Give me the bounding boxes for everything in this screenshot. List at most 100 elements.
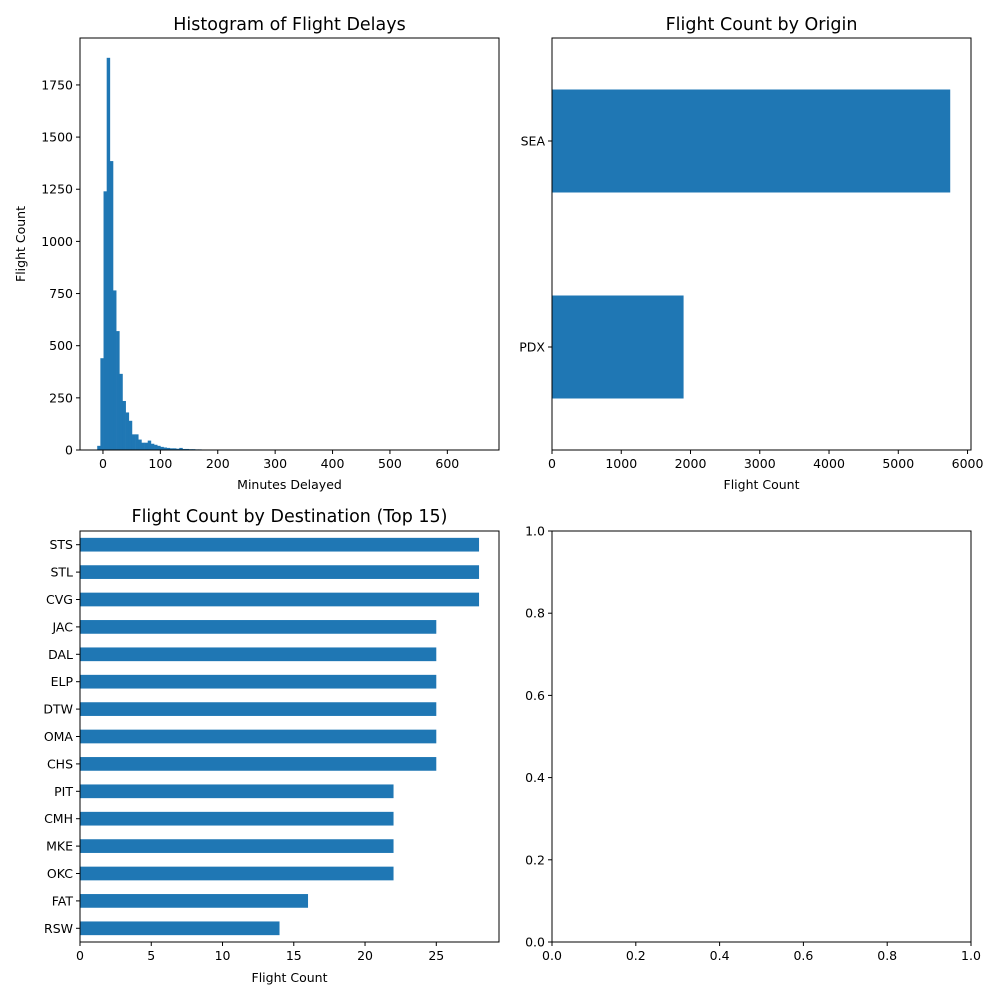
x-tick-label: 10 [215, 948, 231, 963]
y-tick-label-pit: PIT [54, 784, 73, 799]
destination-x-ticks: 0 5 10 15 20 25 [76, 942, 444, 963]
histogram-bar [106, 57, 111, 451]
histogram-x-ticks: 0 100 200 300 400 500 600 [99, 450, 459, 471]
x-tick-label: 400 [321, 456, 345, 471]
origin-x-ticks: 0 1000 2000 3000 4000 5000 6000 [548, 450, 983, 471]
x-tick-label: 0 [99, 456, 107, 471]
origin-panel: 0 1000 2000 3000 4000 5000 6000 SEA PDX Flight … [519, 15, 983, 492]
y-tick-label: 1.0 [525, 524, 545, 539]
y-tick-label: 0.8 [525, 606, 545, 621]
y-tick-label: 1250 [41, 182, 73, 197]
y-tick-label: 1000 [41, 234, 73, 249]
bar-pdx [552, 295, 684, 399]
x-tick-label: 0.6 [793, 948, 813, 963]
histogram-bar [157, 445, 161, 450]
histogram-bar [122, 400, 126, 450]
bar-sts [80, 537, 480, 552]
histogram-bar [147, 440, 152, 450]
bar-rsw [80, 921, 280, 936]
histogram-bar [128, 420, 133, 450]
y-tick-label-jac: JAC [51, 619, 73, 634]
y-tick-label: 0 [65, 443, 73, 458]
x-tick-label: 1000 [605, 456, 637, 471]
bar-elp [80, 674, 437, 689]
histogram-title: Histogram of Flight Delays [173, 15, 406, 35]
x-tick-label: 0 [76, 948, 84, 963]
x-tick-label: 500 [378, 456, 402, 471]
x-tick-label: 100 [148, 456, 172, 471]
destination-axes-frame [79, 530, 500, 943]
y-tick-label-fat: FAT [52, 893, 74, 908]
y-tick-label-oma: OMA [44, 729, 74, 744]
x-tick-label: 0.0 [542, 948, 562, 963]
destination-y-ticks: STS STL CVG JAC DAL ELP DTW OMA CHS PIT CMH MKE OKC F… [43, 537, 80, 936]
y-tick-label-pdx: PDX [519, 340, 545, 355]
histogram-bar [182, 448, 186, 450]
bar-cmh [80, 811, 394, 826]
histogram-bar [154, 444, 158, 450]
bar-dal [80, 647, 437, 662]
bar-pit [80, 784, 394, 799]
bar-oma [80, 729, 437, 744]
bar-chs [80, 757, 437, 771]
x-tick-label: 1.0 [961, 948, 981, 963]
y-tick-label-cmh: CMH [44, 811, 73, 826]
y-tick-label-stl: STL [50, 565, 73, 580]
empty-axes-frame [551, 530, 972, 943]
x-tick-label: 0.4 [710, 948, 730, 963]
bar-cvg [80, 592, 480, 607]
histogram-bar [169, 448, 174, 450]
empty-panel: 0.0 0.2 0.4 0.6 0.8 1.0 0.0 0.2 0.4 0.6 0.8 1.0 [525, 524, 981, 964]
y-tick-label: 750 [49, 286, 73, 301]
histogram-bar [103, 191, 107, 450]
x-tick-label: 20 [357, 948, 373, 963]
y-tick-label-sea: SEA [521, 134, 546, 149]
destination-panel: 0 5 10 15 20 25 STS STL CVG JAC DAL ELP DTW OMA CHS PI… [43, 507, 500, 985]
bar-mke [80, 839, 394, 853]
bar-sea [552, 89, 951, 193]
histogram-bar [119, 373, 123, 450]
bar-okc [80, 866, 394, 881]
histogram-bar [131, 434, 136, 450]
histogram-bar [100, 358, 104, 450]
y-tick-label-okc: OKC [47, 866, 73, 881]
y-tick-label-dal: DAL [48, 647, 73, 662]
bar-fat [80, 894, 309, 908]
origin-x-axis-label: Flight Count [724, 477, 800, 492]
histogram-bar [113, 290, 117, 450]
histogram-x-axis-label: Minutes Delayed [237, 477, 342, 492]
x-tick-label: 3000 [744, 456, 776, 471]
y-tick-label-sts: STS [49, 537, 73, 552]
x-tick-label: 0 [548, 456, 556, 471]
histogram-axes-frame [79, 37, 500, 451]
x-tick-label: 2000 [675, 456, 707, 471]
histogram-bar [179, 447, 183, 450]
y-tick-label: 0.6 [525, 688, 545, 703]
x-tick-label: 5 [147, 948, 155, 963]
histogram-bar [109, 161, 114, 450]
histogram-bar [163, 447, 167, 450]
bar-stl [80, 565, 480, 579]
y-tick-label-chs: CHS [47, 756, 73, 771]
y-tick-label-elp: ELP [51, 674, 74, 689]
y-tick-label: 1500 [41, 130, 73, 145]
destination-x-axis-label: Flight Count [252, 970, 328, 985]
x-tick-label: 5000 [882, 456, 914, 471]
histogram-bar [141, 442, 145, 450]
histogram-bar [97, 445, 101, 450]
y-tick-label: 250 [49, 390, 73, 405]
histogram-bar [166, 447, 171, 450]
y-tick-label-rsw: RSW [44, 921, 73, 936]
x-tick-label: 25 [428, 948, 444, 963]
origin-title: Flight Count by Origin [666, 15, 858, 35]
histogram-bar [185, 448, 190, 450]
histogram-bar [160, 446, 164, 450]
histogram-bar [138, 439, 142, 450]
y-tick-label: 0.4 [525, 770, 545, 785]
x-tick-label: 6000 [952, 456, 984, 471]
histogram-bar [172, 448, 177, 450]
origin-bars [552, 89, 951, 399]
destination-bars [80, 537, 480, 936]
y-tick-label-mke: MKE [46, 839, 73, 854]
